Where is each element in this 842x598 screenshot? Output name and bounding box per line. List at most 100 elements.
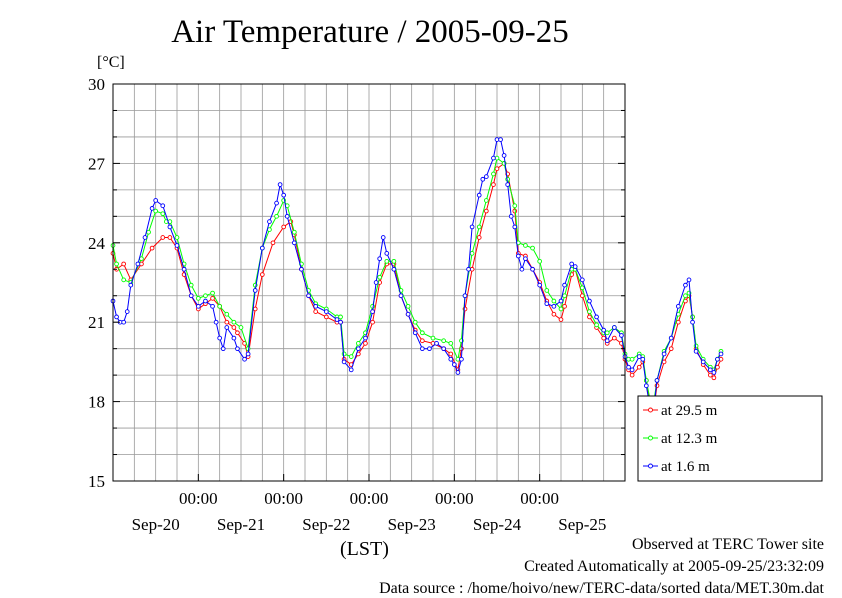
data-point <box>587 314 592 320</box>
data-point <box>267 219 272 224</box>
data-point <box>355 346 361 352</box>
data-point <box>501 153 507 158</box>
data-point <box>448 341 454 346</box>
data-point <box>483 208 489 214</box>
data-point <box>334 317 340 322</box>
data-point <box>462 293 468 299</box>
data-point <box>572 264 578 269</box>
data-point <box>370 319 375 325</box>
data-point <box>121 261 127 267</box>
data-point <box>715 356 720 362</box>
data-point <box>405 303 411 309</box>
data-point <box>476 192 482 198</box>
data-point <box>611 325 617 330</box>
data-point <box>245 351 251 357</box>
data-point <box>210 303 215 309</box>
data-point <box>636 354 642 359</box>
data-point <box>707 367 713 373</box>
data-point <box>558 317 564 322</box>
data-point <box>146 229 151 235</box>
data-point <box>355 341 361 346</box>
data-point <box>569 261 575 267</box>
data-point <box>291 240 297 246</box>
data-point <box>579 293 585 299</box>
data-point <box>153 198 159 203</box>
data-point <box>363 335 368 341</box>
data-point <box>693 348 699 354</box>
data-point <box>242 356 247 362</box>
data-point <box>551 303 557 309</box>
data-point <box>384 251 390 256</box>
data-point <box>594 314 599 320</box>
data-point <box>455 370 461 375</box>
data-point <box>587 298 592 304</box>
data-point <box>718 351 724 357</box>
data-point <box>181 266 187 272</box>
data-point <box>619 333 624 338</box>
data-point <box>121 319 127 325</box>
data-point <box>121 277 127 283</box>
data-point <box>604 338 610 344</box>
data-point <box>430 335 436 341</box>
data-point <box>419 338 425 344</box>
data-point <box>195 303 201 309</box>
data-point <box>562 293 567 299</box>
data-point <box>711 370 717 375</box>
data-point <box>683 282 688 288</box>
data-point <box>419 346 425 352</box>
data-point <box>338 314 343 320</box>
data-point <box>459 356 464 362</box>
data-point <box>188 293 194 299</box>
legend-label: at 1.6 m <box>661 459 710 475</box>
data-point <box>231 325 237 330</box>
data-series <box>110 137 724 415</box>
data-point <box>629 367 635 373</box>
y-tick-label: 27 <box>88 154 106 173</box>
x-time-label: 00:00 <box>520 489 559 508</box>
data-point <box>210 296 215 301</box>
data-point <box>149 206 155 211</box>
data-point <box>491 182 496 187</box>
data-point <box>476 224 482 230</box>
data-point <box>149 245 155 251</box>
data-point <box>291 229 297 235</box>
data-point <box>594 322 599 328</box>
data-point <box>412 330 418 336</box>
data-point <box>579 285 585 291</box>
series-at-1-6-m <box>110 137 724 415</box>
data-point <box>153 208 159 214</box>
data-point <box>675 319 681 325</box>
data-point <box>601 327 607 333</box>
data-point <box>505 182 511 187</box>
data-point <box>480 176 486 182</box>
data-point <box>711 375 717 381</box>
data-point <box>373 280 379 285</box>
data-point <box>391 266 397 272</box>
data-point <box>224 319 230 325</box>
data-point <box>523 256 528 262</box>
data-point <box>160 235 166 240</box>
data-point <box>405 311 411 317</box>
data-point <box>544 301 550 307</box>
data-point <box>611 335 617 341</box>
footer-created-timestamp: Created Automatically at 2005-09-25/23:3… <box>524 558 824 575</box>
legend-box <box>637 395 823 482</box>
data-point <box>274 200 279 206</box>
data-point <box>363 341 368 346</box>
data-point <box>224 325 230 330</box>
data-point <box>515 253 521 259</box>
data-point <box>661 351 667 357</box>
data-point <box>629 372 635 378</box>
data-point <box>277 182 283 187</box>
data-point <box>259 245 265 251</box>
data-point <box>491 155 496 161</box>
data-point <box>640 356 646 362</box>
data-point <box>217 303 223 309</box>
data-point <box>391 258 397 264</box>
x-time-label: 00:00 <box>264 489 303 508</box>
data-point <box>281 224 287 230</box>
data-point <box>235 346 240 352</box>
data-point <box>238 325 244 330</box>
data-point <box>626 364 631 370</box>
y-tick-label: 30 <box>88 75 105 94</box>
